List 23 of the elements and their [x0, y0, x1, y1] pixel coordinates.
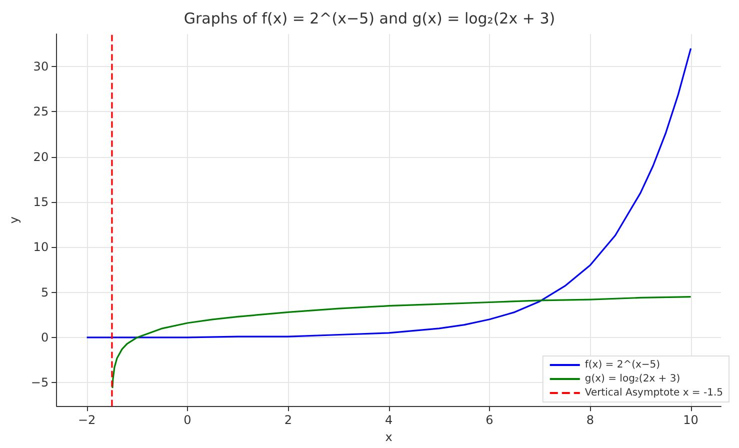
x-tick-label: 0: [184, 413, 192, 428]
x-tick-label: 8: [586, 413, 594, 428]
line-series: [86, 48, 692, 338]
y-tick-label: 30: [33, 60, 49, 74]
y-tick-label: 25: [33, 104, 49, 119]
y-tick-label: 20: [33, 150, 49, 164]
x-tick-label: 6: [486, 413, 494, 428]
y-tick-label: 15: [33, 194, 49, 209]
x-tick-label: 2: [284, 413, 292, 428]
x-axis-title: x: [385, 430, 392, 444]
legend-label: Vertical Asymptote x = -1.5: [584, 388, 723, 398]
x-tick-label: 10: [683, 413, 698, 428]
x-tick-label: 4: [384, 413, 393, 428]
x-tick-label: −2: [78, 413, 96, 428]
y-tick-label: 0: [40, 330, 49, 344]
y-tick-label: 10: [33, 240, 49, 254]
y-tick-label: 5: [40, 285, 49, 300]
legend-label: f(x) = 2^(x−5): [584, 360, 660, 370]
y-tick-label: −5: [30, 376, 49, 390]
legend-label: g(x) = log₂(2x + 3): [584, 374, 680, 384]
y-axis-title: y: [7, 216, 21, 224]
line-series: [112, 296, 692, 389]
chart-title: Graphs of f(x) = 2^(x−5) and g(x) = log₂(2x + 3): [184, 10, 556, 28]
